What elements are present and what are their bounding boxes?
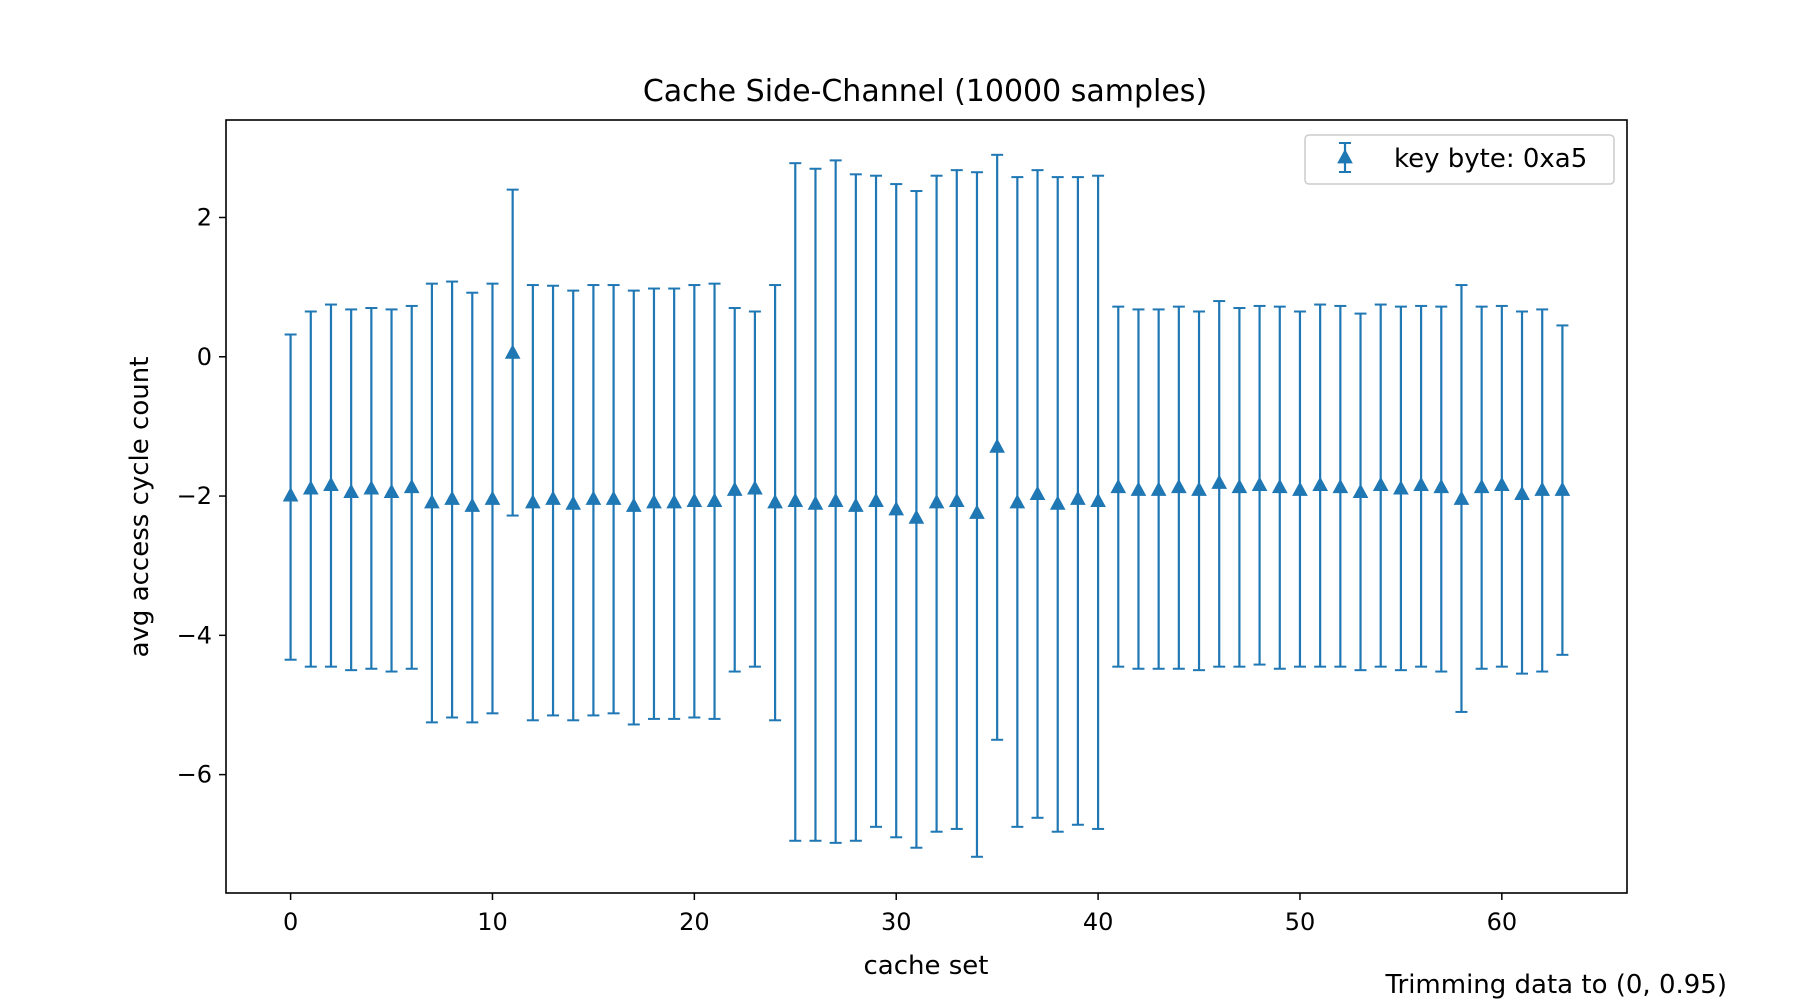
data-point [1332,478,1349,494]
y-axis-ticks: −6 −4 −2 0 2 [177,203,226,789]
x-tick-label: 50 [1285,908,1316,936]
data-point [1231,478,1248,494]
data-point [1473,478,1490,494]
data-point [403,478,420,494]
y-axis-label: avg access cycle count [125,357,155,658]
data-point [444,490,460,505]
data-point [1453,490,1470,505]
data-point [989,438,1005,453]
data-point [424,494,440,509]
data-point [605,490,622,505]
data-point [1292,481,1308,496]
x-tick-label: 20 [679,908,710,936]
data-point [1352,483,1369,498]
x-tick-label: 40 [1083,908,1114,936]
y-tick-label: 2 [197,203,212,231]
data-point [1312,476,1328,492]
data-point [1171,478,1187,494]
data-point [948,492,965,508]
plot-frame [225,119,1628,894]
data-point [1534,481,1551,496]
y-tick-label: −2 [177,482,212,510]
data-point [969,504,985,519]
data-point [888,500,905,516]
data-point [868,492,884,508]
data-point [302,480,319,495]
data-point [1433,478,1450,494]
data-point [747,480,763,495]
data-point [1271,478,1288,494]
data-point [1413,476,1429,492]
legend-entry-label: key byte: 0xa5 [1394,144,1587,174]
data-point [383,483,400,498]
data-point [1009,494,1026,509]
data-point [565,495,582,510]
x-tick-label: 0 [283,908,298,936]
data-point [1191,481,1207,496]
data-point [343,483,359,498]
data-point [928,494,945,509]
x-axis-ticks: 0 10 20 30 40 50 60 [283,893,1517,936]
data-point [1494,476,1510,492]
data-point [1150,481,1167,496]
data-point [726,481,743,496]
data-markers [282,344,1571,524]
data-point [525,494,541,509]
data-point [484,490,501,505]
legend-box [1304,134,1615,185]
y-tick-label: −4 [177,621,212,649]
data-point [1393,480,1409,495]
data-point [1372,476,1389,492]
data-point [807,495,824,510]
data-point [504,344,521,359]
data-point [1211,474,1228,489]
data-point [1049,495,1066,510]
x-tick-label: 60 [1487,908,1518,936]
data-point [625,497,642,512]
data-point [827,492,844,508]
x-tick-label: 10 [477,908,508,936]
data-point [323,476,339,492]
data-point [848,497,864,512]
data-point [767,494,783,509]
data-point [908,509,925,524]
data-point [1090,492,1106,508]
data-point [1251,476,1268,492]
data-point [686,492,703,508]
data-point [1514,485,1530,501]
data-point [1554,481,1571,496]
chart-title: Cache Side-Channel (10000 samples) [643,74,1207,109]
data-point [666,494,682,509]
footnote: Trimming data to (0, 0.95) [1384,970,1727,1000]
data-point [1110,478,1127,494]
legend: key byte: 0xa5 [1304,134,1615,185]
data-point [282,487,299,502]
x-tick-label: 30 [881,908,912,936]
data-point [363,480,380,495]
data-point [1130,481,1147,496]
data-point [585,490,602,505]
data-point [464,497,481,512]
data-point [1070,490,1086,505]
y-tick-label: −6 [177,761,212,789]
data-point [646,494,662,509]
x-axis-label: cache set [864,951,989,981]
data-point [787,492,804,508]
data-point [706,492,723,508]
legend-marker-icon [1337,142,1353,173]
data-point [545,490,561,505]
y-tick-label: 0 [197,343,212,371]
data-point [1029,485,1046,501]
